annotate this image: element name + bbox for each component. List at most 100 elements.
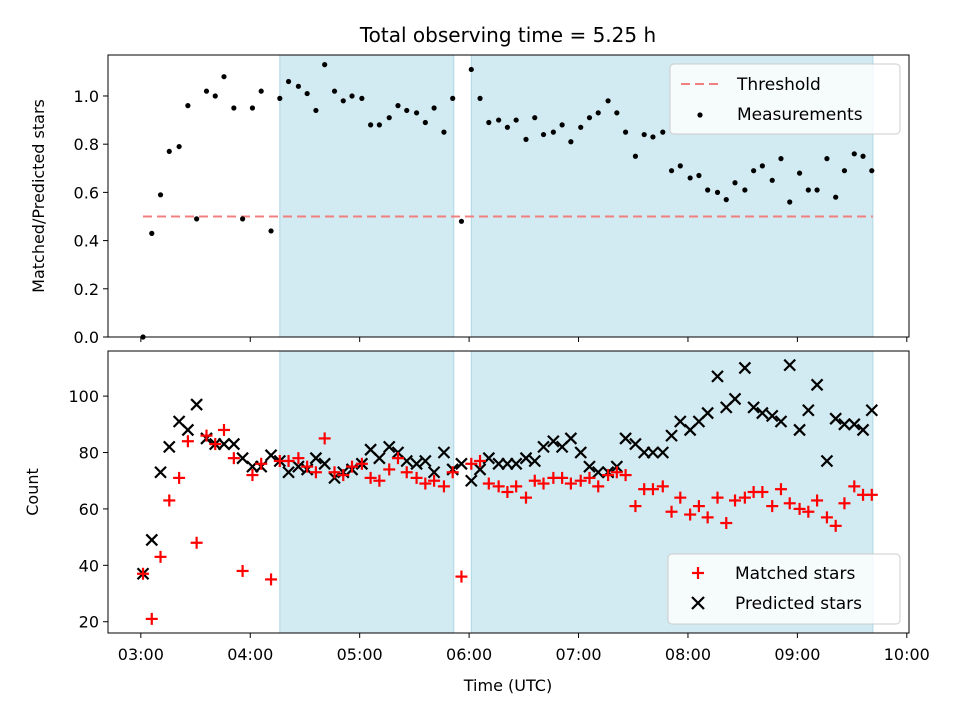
measurement-point (340, 98, 346, 104)
measurement-point (769, 177, 775, 183)
y-tick-label: 0.2 (74, 280, 99, 299)
predicted-star-point (774, 415, 788, 428)
matched-star-point (629, 500, 642, 513)
matched-star-point (282, 454, 295, 467)
measurement-point (751, 168, 757, 174)
measurement-point (422, 119, 428, 126)
measurement-point (869, 168, 875, 174)
predicted-star-point (217, 437, 231, 451)
matched-star-point (428, 474, 441, 487)
x-axis-label: Time (UTC) (463, 676, 552, 695)
measurement-point (595, 110, 601, 116)
predicted-star-point (427, 465, 441, 479)
bottom-plot-frame (107, 350, 910, 634)
matched-star-point (227, 452, 240, 465)
x-tick-label: 05:00 (337, 645, 383, 664)
predicted-star-point (756, 406, 769, 420)
x-tick-label: 07:00 (555, 645, 601, 664)
matched-star-point (383, 463, 396, 476)
matched-star-point (173, 471, 186, 484)
measurement-point (805, 187, 811, 193)
matched-star-point (292, 452, 305, 465)
legend-threshold-label: Threshold (736, 75, 821, 95)
predicted-star-point (227, 437, 241, 451)
predicted-star-point (509, 457, 523, 471)
matched-star-point (838, 497, 851, 510)
matched-star-point (437, 480, 450, 493)
measurement-point (496, 117, 502, 123)
y-tick-label: 0.4 (74, 232, 99, 251)
predicted-star-point (437, 446, 451, 459)
predicted-star-point (410, 457, 423, 471)
measurement-points (140, 62, 875, 340)
matched-star-point (246, 469, 259, 482)
matched-star-point (674, 491, 687, 504)
measurement-point (376, 122, 382, 128)
x-tick-label: 04:00 (227, 645, 273, 664)
matched-star-point (255, 457, 268, 470)
y-tick-label: 40 (79, 556, 99, 575)
measurement-point (486, 119, 492, 126)
matched-star-point (455, 570, 468, 583)
measurement-point (322, 62, 328, 68)
predicted-star-point (747, 401, 760, 414)
predicted-star-point (711, 370, 724, 383)
predicted-star-point (455, 457, 468, 471)
predicted-star-point (473, 463, 487, 476)
predicted-star-point (810, 378, 824, 392)
measurement-point (696, 172, 702, 179)
measurement-point (732, 180, 738, 186)
matched-star-point (774, 483, 787, 496)
matched-star-point (756, 486, 769, 498)
predicted-star-point (838, 418, 851, 431)
shaded-interval (279, 350, 455, 634)
measurement-point (660, 129, 666, 135)
matched-star-point (592, 480, 605, 493)
measurement-point (349, 93, 355, 99)
bottom-y-axis: 20 40 60 80 100 (68, 387, 108, 632)
top-legend: Threshold Measurements (669, 63, 901, 135)
predicted-stars-points (136, 358, 879, 581)
matched-star-point (665, 505, 678, 518)
measurement-point (185, 103, 191, 109)
predicted-star-point (282, 465, 295, 479)
matched-star-point (355, 457, 368, 470)
matched-star-point (729, 494, 742, 507)
y-tick-label: 0.8 (74, 135, 99, 154)
y-tick-label: 0.0 (74, 328, 99, 347)
matched-star-point (602, 469, 615, 482)
predicted-star-point (619, 432, 632, 445)
matched-star-point (301, 460, 314, 473)
matched-star-point (656, 480, 669, 493)
measurement-point (568, 139, 574, 145)
matched-star-point (720, 517, 733, 530)
measurement-point (622, 129, 629, 135)
measurement-point (249, 105, 256, 111)
measurement-point (714, 189, 721, 195)
legend-matched-label: Matched stars (735, 564, 855, 584)
measurement-point (677, 163, 683, 169)
matched-star-point (583, 471, 596, 484)
predicted-star-point (537, 440, 550, 454)
measurement-point (841, 168, 848, 174)
predicted-star-point (646, 446, 660, 459)
matched-star-point (137, 567, 150, 580)
y-tick-label: 60 (79, 500, 99, 519)
predicted-star-point (783, 358, 797, 372)
matched-star-point (364, 471, 377, 484)
matched-star-point (217, 423, 230, 436)
predicted-star-point (145, 533, 159, 547)
bottom-panel: 20 40 60 80 100 03:00 04:00 05:00 06:00 07:00 08:… (23, 350, 930, 695)
matched-star-point (190, 536, 203, 549)
matched-star-point (537, 477, 550, 490)
matched-star-point (711, 491, 724, 504)
measurement-point (532, 115, 538, 121)
measurement-point (268, 228, 274, 234)
predicted-star-point (865, 403, 879, 417)
bottom-legend: Matched stars Predicted stars (667, 553, 901, 625)
matched-star-point (848, 480, 861, 493)
shaded-interval (279, 54, 455, 338)
measurement-point (295, 83, 302, 89)
measurement-point (368, 122, 374, 128)
